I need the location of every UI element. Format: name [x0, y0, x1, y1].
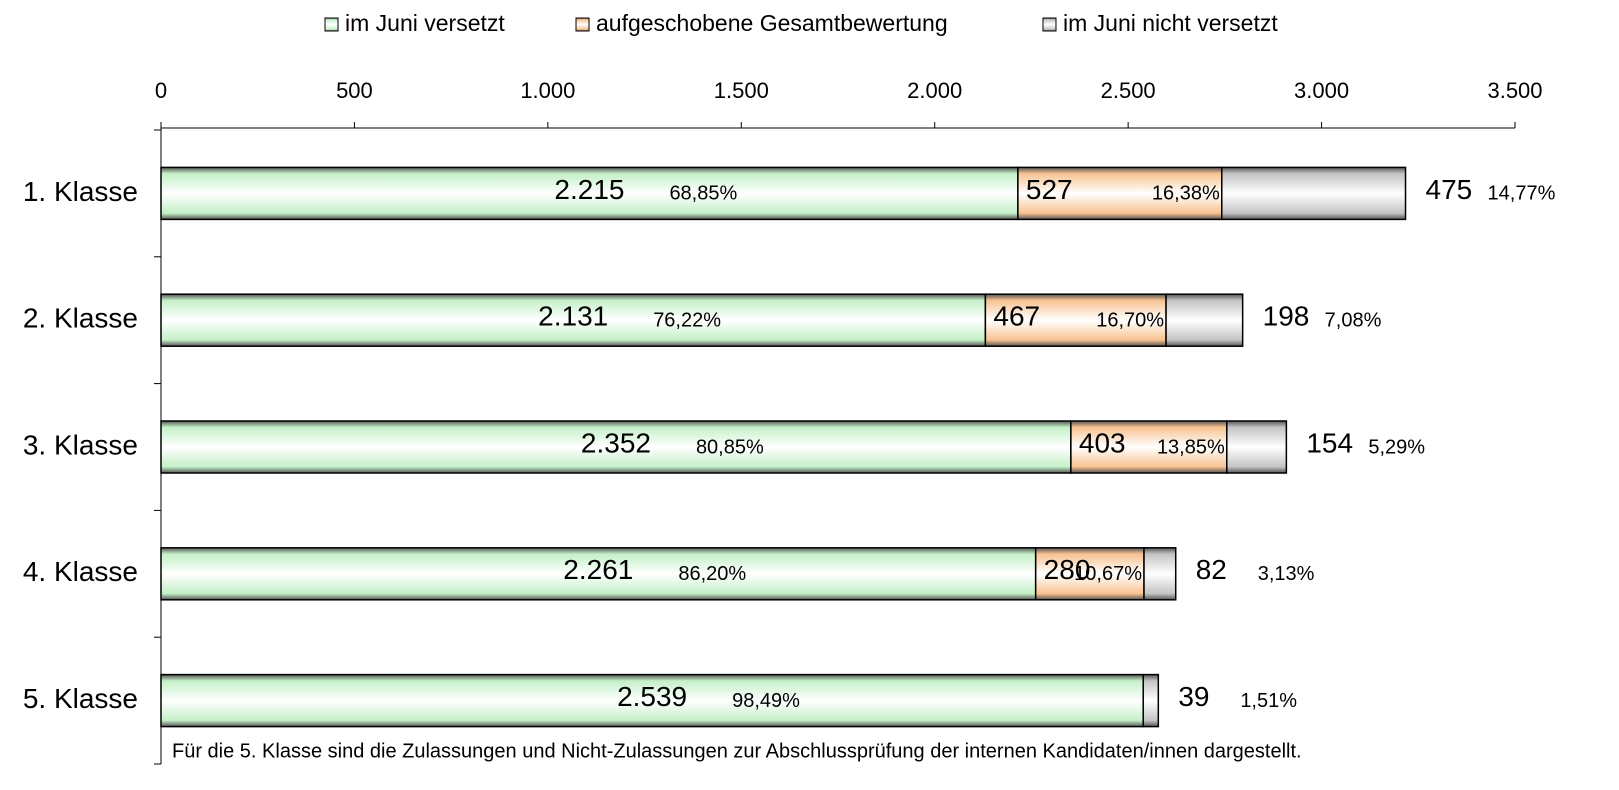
- category-label: 3. Klasse: [23, 429, 138, 460]
- bar-segment: [1070, 420, 1228, 474]
- bar-segment: [160, 166, 1019, 221]
- value-label: 475: [1426, 174, 1473, 205]
- legend-swatch: [575, 17, 590, 32]
- legend-swatch: [324, 17, 339, 32]
- percent-label: 86,20%: [678, 563, 746, 585]
- bar-segment: [1221, 166, 1407, 221]
- value-label: 2.352: [581, 427, 651, 458]
- legend-label: aufgeschobene Gesamtbewertung: [596, 10, 948, 36]
- value-label: 2.215: [554, 174, 624, 205]
- legend-label: im Juni nicht versetzt: [1063, 10, 1278, 36]
- x-tick-label: 1.500: [714, 78, 769, 103]
- value-label: 467: [993, 301, 1040, 332]
- percent-label: 80,85%: [696, 436, 764, 458]
- x-tick-label: 3.000: [1294, 78, 1349, 103]
- bar-segment: [160, 673, 1144, 728]
- percent-label: 10,67%: [1074, 563, 1142, 585]
- percent-label: 98,49%: [732, 690, 800, 712]
- x-tick-label: 0: [155, 78, 167, 103]
- x-tick-label: 3.500: [1487, 78, 1542, 103]
- percent-label: 76,22%: [653, 309, 721, 331]
- bar-segment: [1017, 166, 1223, 221]
- value-label: 82: [1196, 554, 1227, 585]
- bar-segment: [1034, 547, 1145, 601]
- value-label: 2.539: [617, 681, 687, 712]
- bar-segment: [1142, 673, 1160, 728]
- value-label: 198: [1263, 301, 1310, 332]
- value-label: 2.131: [538, 301, 608, 332]
- bar-segment: [160, 420, 1072, 474]
- bar-segment: [1165, 293, 1244, 347]
- category-label: 2. Klasse: [23, 303, 138, 334]
- value-label: 39: [1178, 681, 1209, 712]
- percent-label: 1,51%: [1240, 690, 1297, 712]
- percent-label: 68,85%: [669, 183, 737, 205]
- percent-label: 16,70%: [1096, 309, 1164, 331]
- percent-label: 16,38%: [1152, 183, 1220, 205]
- value-label: 2.261: [563, 554, 633, 585]
- category-label: 4. Klasse: [23, 556, 138, 587]
- bar-segment: [160, 293, 987, 347]
- value-label: 154: [1306, 427, 1353, 458]
- value-label: 280: [1044, 554, 1091, 585]
- percent-label: 7,08%: [1325, 309, 1382, 331]
- bar-segment: [160, 547, 1037, 601]
- percent-label: 3,13%: [1258, 563, 1315, 585]
- footnote: Für die 5. Klasse sind die Zulassungen u…: [172, 740, 1302, 762]
- percent-label: 13,85%: [1157, 436, 1225, 458]
- value-label: 403: [1079, 427, 1126, 458]
- bar-segment: [1226, 420, 1288, 474]
- x-tick-label: 2.500: [1101, 78, 1156, 103]
- value-label: 527: [1026, 174, 1073, 205]
- percent-label: 14,77%: [1488, 183, 1556, 205]
- x-tick-label: 500: [336, 78, 373, 103]
- x-tick-label: 2.000: [907, 78, 962, 103]
- x-tick-label: 1.000: [520, 78, 575, 103]
- legend-label: im Juni versetzt: [345, 10, 505, 36]
- category-label: 1. Klasse: [23, 176, 138, 207]
- percent-label: 5,29%: [1368, 436, 1425, 458]
- bar-segment: [1143, 547, 1177, 601]
- category-label: 5. Klasse: [23, 683, 138, 714]
- legend-swatch: [1042, 17, 1057, 32]
